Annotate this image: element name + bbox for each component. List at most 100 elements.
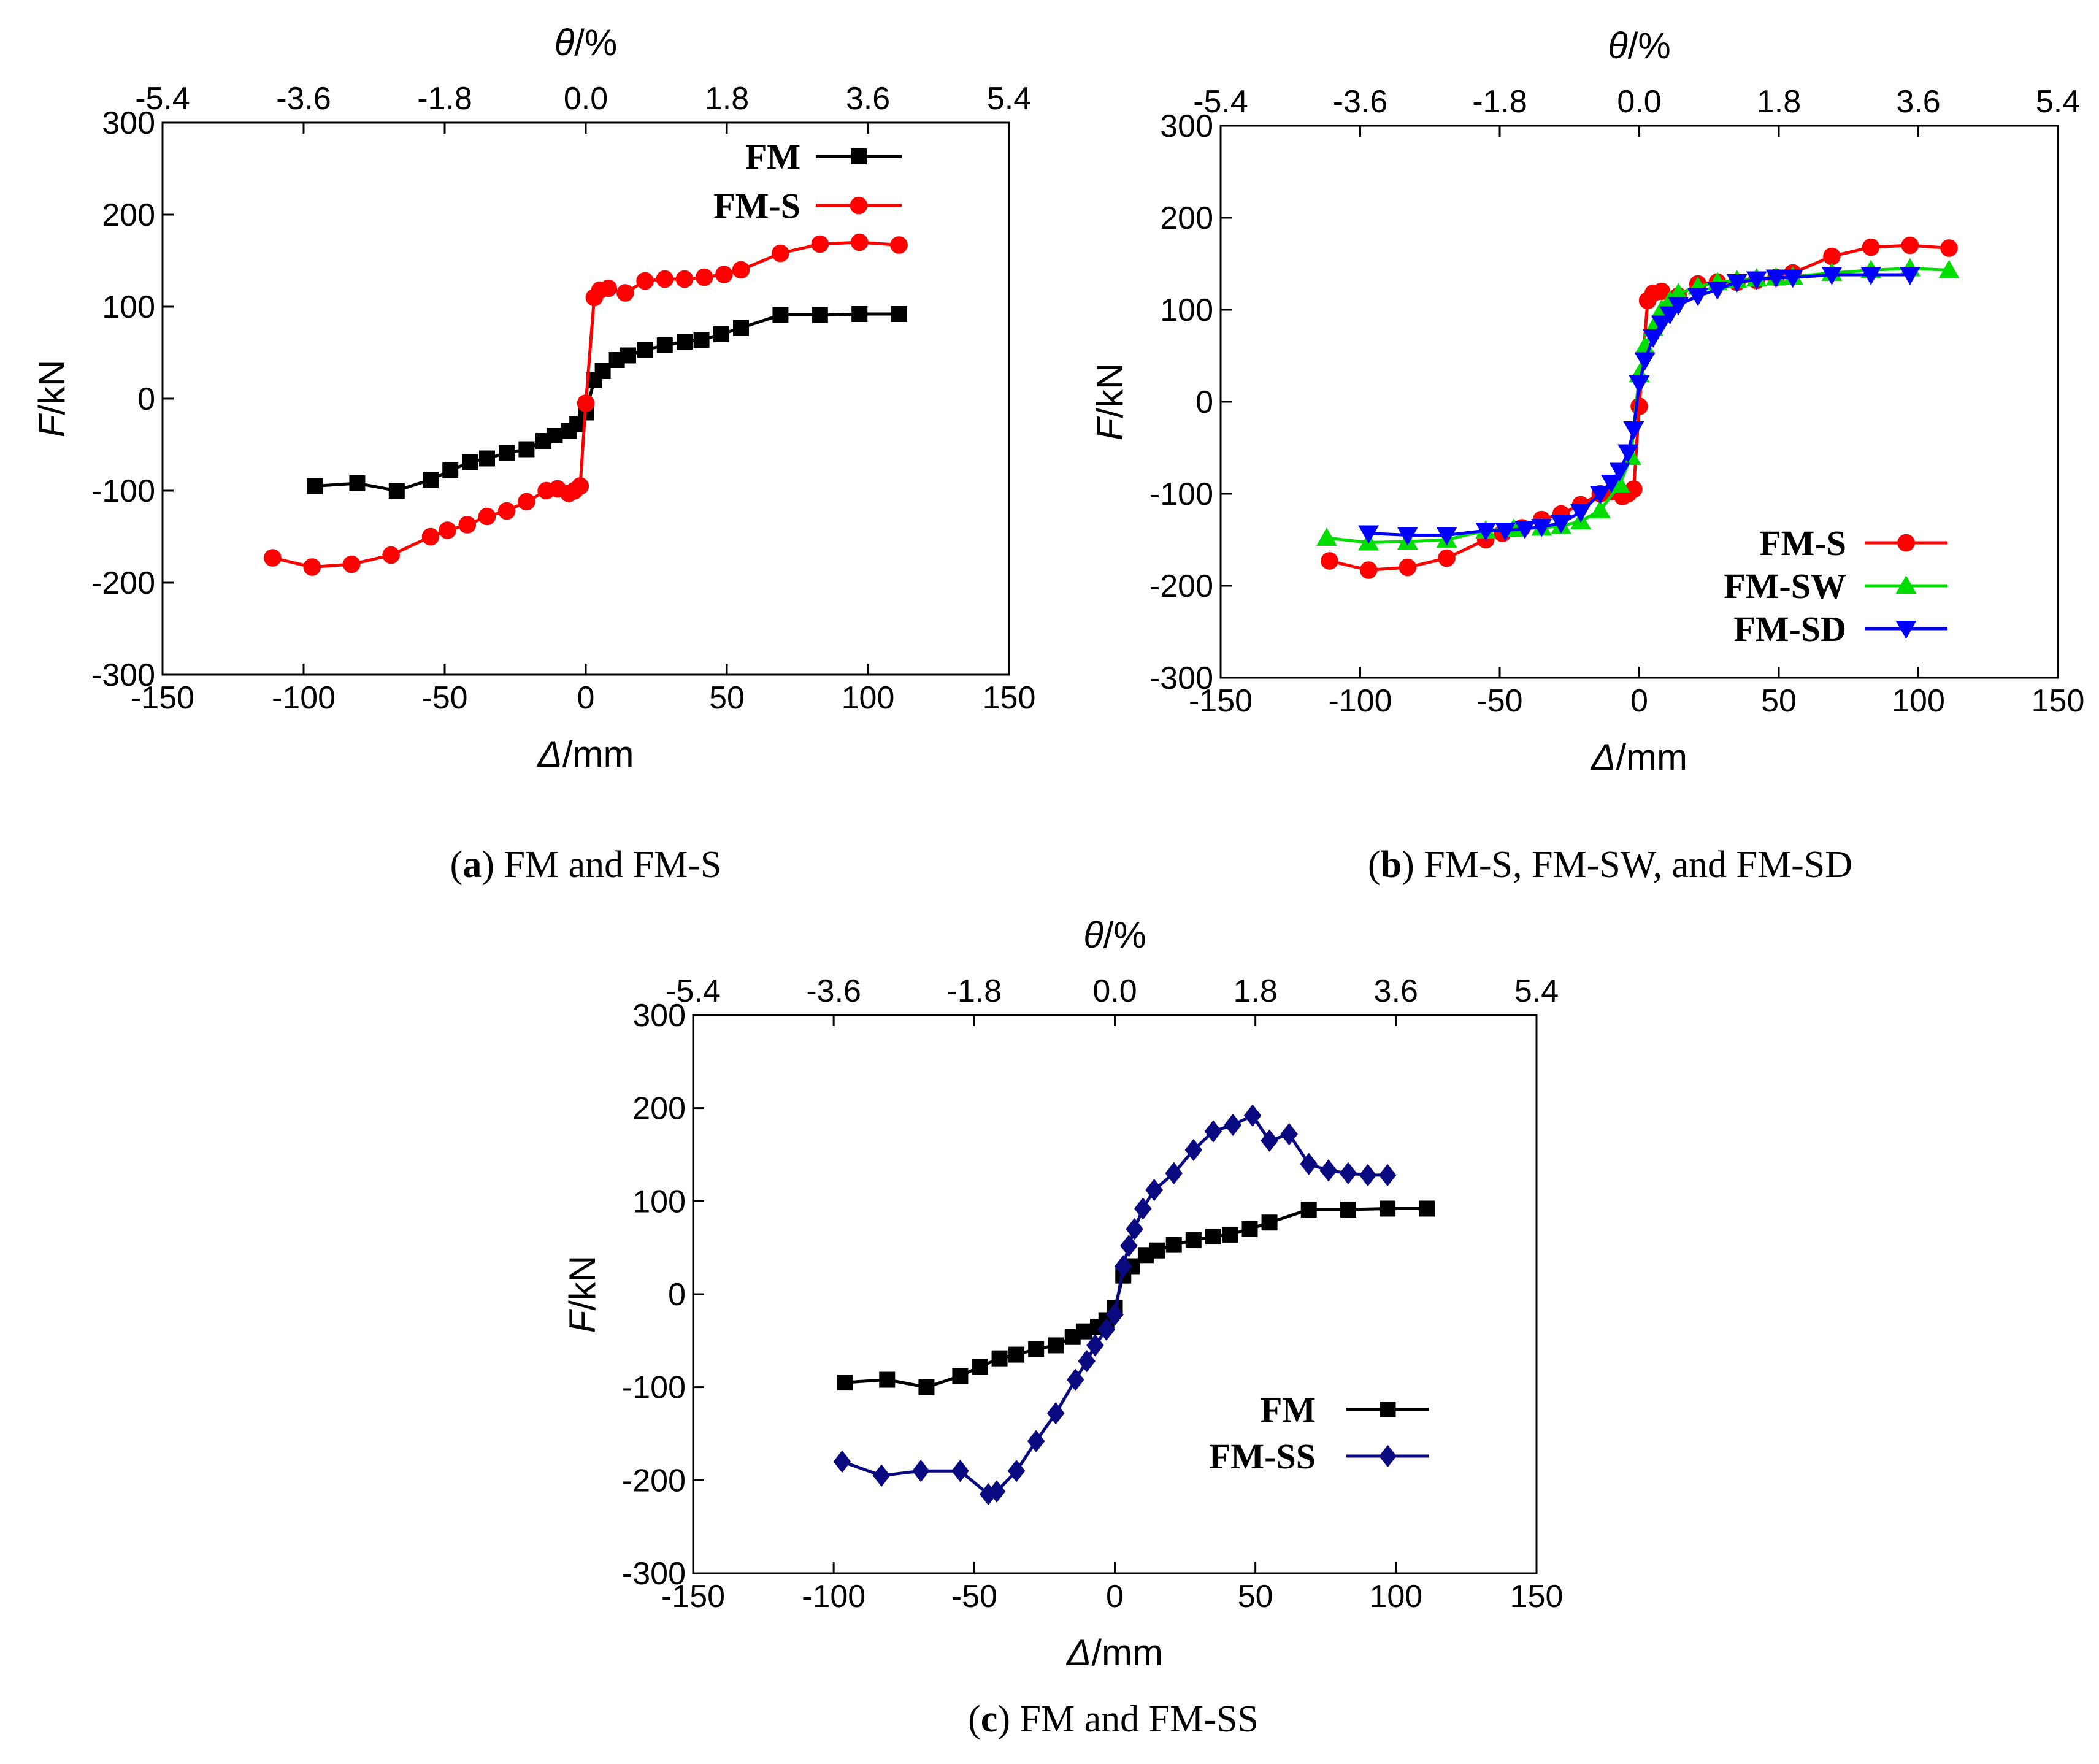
- x-tick-label: -150: [1189, 683, 1253, 719]
- panel-caption: (b) FM-S, FM-SW, and FM-SD: [1368, 844, 1852, 886]
- data-point: [833, 1450, 851, 1473]
- data-point: [423, 472, 439, 488]
- x-tick-label: -150: [661, 1579, 725, 1614]
- legend-label: FM-S: [1759, 523, 1846, 563]
- top-tick-label: -1.8: [947, 973, 1002, 1009]
- data-point: [1399, 558, 1417, 577]
- data-point: [1067, 1368, 1084, 1391]
- legend-label: FM-SW: [1724, 566, 1846, 606]
- data-point: [1782, 269, 1803, 288]
- data-point: [1106, 1303, 1124, 1326]
- data-point: [1625, 480, 1643, 498]
- data-point: [1659, 306, 1681, 325]
- data-point: [1145, 1178, 1163, 1202]
- data-point: [1643, 329, 1664, 348]
- top-axis-label: θ/%: [1608, 25, 1671, 66]
- top-tick-label: 0.0: [564, 81, 608, 117]
- y-tick-label: -100: [622, 1370, 686, 1406]
- data-point: [439, 521, 456, 539]
- data-point: [1746, 271, 1767, 290]
- data-point: [891, 306, 907, 322]
- data-point: [952, 1368, 969, 1384]
- y-tick-label: 300: [1160, 109, 1213, 144]
- data-point: [1300, 1152, 1318, 1175]
- x-tick-label: 100: [1369, 1579, 1422, 1614]
- panel-a: -150 -100 -50 0 50 100 150 300 200 100 0 -100 -200 -3…: [31, 22, 1035, 886]
- data-point: [1339, 1162, 1357, 1185]
- data-point: [1048, 1337, 1064, 1354]
- data-point: [951, 1459, 969, 1482]
- data-point: [1630, 397, 1648, 415]
- x-axis-label: Δ/mm: [1590, 737, 1687, 778]
- legend-marker: [1380, 1402, 1396, 1417]
- top-tick-label: -5.4: [1193, 84, 1248, 120]
- x-tick-label: 0: [1106, 1579, 1124, 1614]
- data-point: [1126, 1218, 1143, 1241]
- data-point: [1359, 561, 1378, 579]
- legend-marker: [851, 148, 867, 164]
- x-tick-label: -100: [272, 680, 336, 716]
- data-point: [872, 1464, 891, 1487]
- data-point: [1668, 283, 1689, 301]
- data-point: [1668, 297, 1689, 316]
- data-point: [1651, 315, 1672, 334]
- data-point: [1821, 267, 1843, 285]
- data-point: [1086, 1334, 1104, 1357]
- legend-label: FM-S: [713, 186, 800, 226]
- x-tick-label: 0: [577, 680, 595, 716]
- data-point: [732, 261, 750, 279]
- data-point: [1076, 1323, 1092, 1340]
- top-tick-label: 5.4: [2036, 84, 2080, 120]
- legend-marker: [1895, 575, 1917, 594]
- data-point: [837, 1375, 853, 1391]
- y-tick-label: 200: [632, 1091, 686, 1127]
- x-tick-label: 150: [2032, 683, 2085, 719]
- y-axis-label: F/kN: [1089, 363, 1130, 441]
- y-tick-label: -200: [622, 1463, 686, 1498]
- x-axis-label: Δ/mm: [1065, 1632, 1163, 1673]
- data-point: [1514, 521, 1535, 539]
- data-point: [1204, 1120, 1222, 1143]
- data-point: [1316, 527, 1337, 546]
- data-point: [1008, 1346, 1025, 1363]
- data-point: [421, 527, 440, 546]
- data-point: [1319, 1159, 1338, 1182]
- y-tick-label: 100: [1160, 293, 1213, 328]
- data-point: [1652, 282, 1671, 301]
- data-point: [1436, 527, 1457, 546]
- data-point: [1321, 552, 1338, 570]
- top-tick-label: 3.6: [1896, 84, 1940, 120]
- data-point: [1551, 515, 1571, 534]
- data-point: [1617, 444, 1639, 463]
- data-point: [1419, 1200, 1435, 1217]
- top-tick-label: -1.8: [417, 81, 472, 117]
- data-point: [890, 236, 908, 254]
- data-point: [1495, 523, 1516, 541]
- series-fm-sd: [1358, 267, 1921, 546]
- data-point: [518, 441, 535, 458]
- y-tick-label: -100: [91, 474, 155, 509]
- y-tick-label: -200: [1149, 569, 1213, 604]
- panel-b: -150 -100 -50 0 50 100 150 300 200 100 0 -100 -200 -3…: [1089, 25, 2084, 886]
- data-point: [811, 235, 829, 253]
- data-point: [458, 516, 477, 534]
- data-point: [497, 502, 516, 520]
- data-point: [1078, 1350, 1096, 1373]
- data-point: [620, 347, 636, 364]
- x-axis-label: Δ/mm: [537, 734, 634, 775]
- top-tick-label: 5.4: [987, 81, 1031, 117]
- data-point: [1378, 1164, 1397, 1187]
- series-fm-ss: [833, 1104, 1397, 1506]
- data-point: [1358, 525, 1380, 544]
- top-tick-label: 5.4: [1514, 973, 1559, 1009]
- data-point: [1300, 1201, 1317, 1218]
- x-tick-label: 150: [983, 680, 1036, 716]
- data-point: [693, 332, 710, 348]
- series-fm-s: [264, 233, 908, 576]
- legend-label: FM-SD: [1733, 609, 1846, 649]
- data-point: [1860, 267, 1882, 285]
- data-point: [1027, 1430, 1045, 1452]
- x-tick-label: 50: [709, 680, 745, 716]
- x-tick-label: 50: [1761, 683, 1797, 719]
- data-point: [1589, 486, 1611, 504]
